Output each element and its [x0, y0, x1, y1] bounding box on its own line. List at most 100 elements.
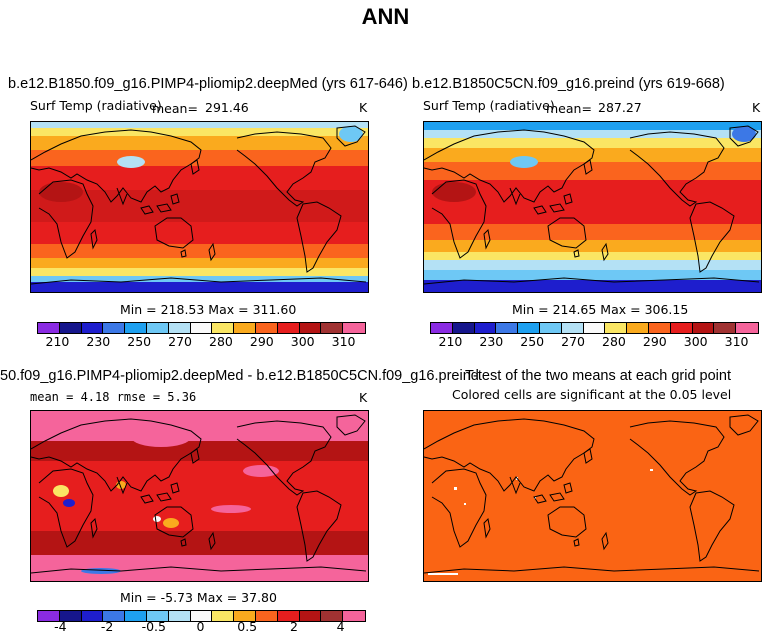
- panel3-unit: K: [359, 390, 368, 405]
- p4-white-5: [650, 469, 653, 471]
- cb3-swatch-10: [255, 611, 278, 621]
- p2-band-8: [424, 252, 761, 260]
- cb1-swatch-3: [103, 323, 126, 333]
- p2-band-11: [424, 280, 761, 292]
- cb2-swatch-5: [539, 323, 562, 333]
- panel4-subtitle: Colored cells are significant at the 0.0…: [452, 387, 732, 402]
- cb3-swatch-2: [81, 611, 104, 621]
- panel2-title: b.e12.B1850C5CN.f09_g16.preind (yrs 619-…: [412, 76, 725, 92]
- panel3-map: [30, 410, 369, 582]
- cb2-swatch-9: [627, 323, 649, 333]
- p3-pink-blob-3: [211, 505, 251, 513]
- p1-band-1: [31, 128, 368, 136]
- cb2-swatch-10: [648, 323, 671, 333]
- cb1-tick-6: 300: [290, 334, 315, 349]
- p1-band-11: [31, 282, 368, 292]
- p2-band-9: [424, 260, 761, 270]
- cb2-tick-5: 290: [642, 334, 667, 349]
- cb1-tick-3: 270: [168, 334, 192, 349]
- cb1-swatch-8: [212, 323, 235, 333]
- p2-band-0: [424, 122, 761, 130]
- p1-band-7: [31, 244, 368, 258]
- cb1-swatch-10: [255, 323, 278, 333]
- p2-band-1: [424, 130, 761, 138]
- cb2-swatch-4: [518, 323, 540, 333]
- cb1-swatch-1: [59, 323, 82, 333]
- cb2-tick-0: 210: [438, 334, 463, 349]
- cb2-swatch-3: [496, 323, 519, 333]
- p1-band-8: [31, 258, 368, 268]
- cb3-swatch-12: [299, 611, 322, 621]
- panel1-map: [30, 121, 369, 293]
- p1-band-10: [31, 276, 368, 282]
- cb2-tick-1: 230: [479, 334, 504, 349]
- p4-white-1: [454, 487, 457, 490]
- cb2-swatch-6: [561, 323, 584, 333]
- p1-band-4: [31, 166, 368, 190]
- cb3-swatch-8: [212, 611, 235, 621]
- p2-band-7: [424, 240, 761, 252]
- cb3-tick-5: 2: [289, 619, 298, 634]
- cb1-tick-5: 290: [249, 334, 274, 349]
- panel4-title: T-test of the two means at each grid poi…: [465, 368, 731, 384]
- p2-tibet: [510, 156, 538, 168]
- p1-sahara: [39, 182, 83, 202]
- p3-aus-yellow: [163, 518, 179, 528]
- p3-aus-white: [153, 516, 161, 522]
- cb1-tick-0: 210: [45, 334, 70, 349]
- panel1-title: b.e12.B1850.f09_g16.PIMP4-pliomip2.deepM…: [8, 76, 408, 92]
- cb1-swatch-14: [343, 323, 365, 333]
- p1-band-9: [31, 268, 368, 276]
- panel1-mean-label: mean=: [152, 101, 198, 116]
- panel3-minmax: Min = -5.73 Max = 37.80: [120, 590, 277, 605]
- p1-band-6: [31, 222, 368, 244]
- p2-band-4: [424, 162, 761, 180]
- cb2-swatch-8: [605, 323, 628, 333]
- p2-band-6: [424, 224, 761, 240]
- p2-band-10: [424, 270, 761, 280]
- cb3-swatch-6: [168, 611, 191, 621]
- cb3-tick-0: -4: [54, 619, 67, 634]
- cb2-swatch-11: [670, 323, 693, 333]
- cb1-tick-1: 230: [86, 334, 111, 349]
- p2-sahara: [432, 182, 476, 202]
- cb1-tick-7: 310: [331, 334, 356, 349]
- cb3-swatch-1: [59, 611, 82, 621]
- cb2-swatch-14: [736, 323, 758, 333]
- cb3-swatch-5: [146, 611, 169, 621]
- p2-greenland: [732, 126, 756, 142]
- p1-band-0: [31, 122, 368, 128]
- panel3-stats: mean = 4.18 rmse = 5.36: [30, 390, 197, 404]
- main-title: ANN: [361, 4, 410, 29]
- cb3-swatch-7: [190, 611, 213, 621]
- cb1-swatch-6: [168, 323, 191, 333]
- cb3-swatch-13: [321, 611, 344, 621]
- p3-africa-blue: [63, 499, 75, 507]
- p2-band-5: [424, 180, 761, 224]
- cb1-swatch-0: [38, 323, 60, 333]
- panel1-unit: K: [359, 100, 368, 115]
- panel2-mean-label: mean=: [546, 101, 592, 116]
- cb1-swatch-11: [277, 323, 300, 333]
- cb2-tick-3: 270: [561, 334, 585, 349]
- p1-greenland: [339, 126, 363, 142]
- p4-bg: [424, 411, 761, 581]
- cb2-tick-2: 250: [520, 334, 545, 349]
- cb1-swatch-2: [81, 323, 104, 333]
- panel2-minmax: Min = 214.65 Max = 306.15: [512, 302, 689, 317]
- panel3-title: 50.f09_g16.PIMP4-pliomip2.deepMed - b.e1…: [0, 368, 479, 384]
- cb2-swatch-2: [474, 323, 497, 333]
- colorbar-diff-ticks: -4 -2 -0.5 0 0.5 2 4: [37, 619, 364, 635]
- p3-band-2: [31, 461, 368, 531]
- cb2-swatch-7: [583, 323, 606, 333]
- panel2-mean-value: 287.27: [598, 100, 642, 115]
- colorbar-temp-1-ticks: 210 230 250 270 280 290 300 310: [37, 334, 364, 350]
- cb1-swatch-13: [321, 323, 344, 333]
- colorbar-diff: [37, 610, 366, 622]
- cb3-swatch-11: [277, 611, 300, 621]
- cb3-tick-4: 0.5: [237, 619, 258, 634]
- cb1-swatch-9: [234, 323, 256, 333]
- cb1-swatch-5: [146, 323, 169, 333]
- panel1-variable-label: Surf Temp (radiative): [30, 98, 162, 113]
- p2-band-2: [424, 138, 761, 148]
